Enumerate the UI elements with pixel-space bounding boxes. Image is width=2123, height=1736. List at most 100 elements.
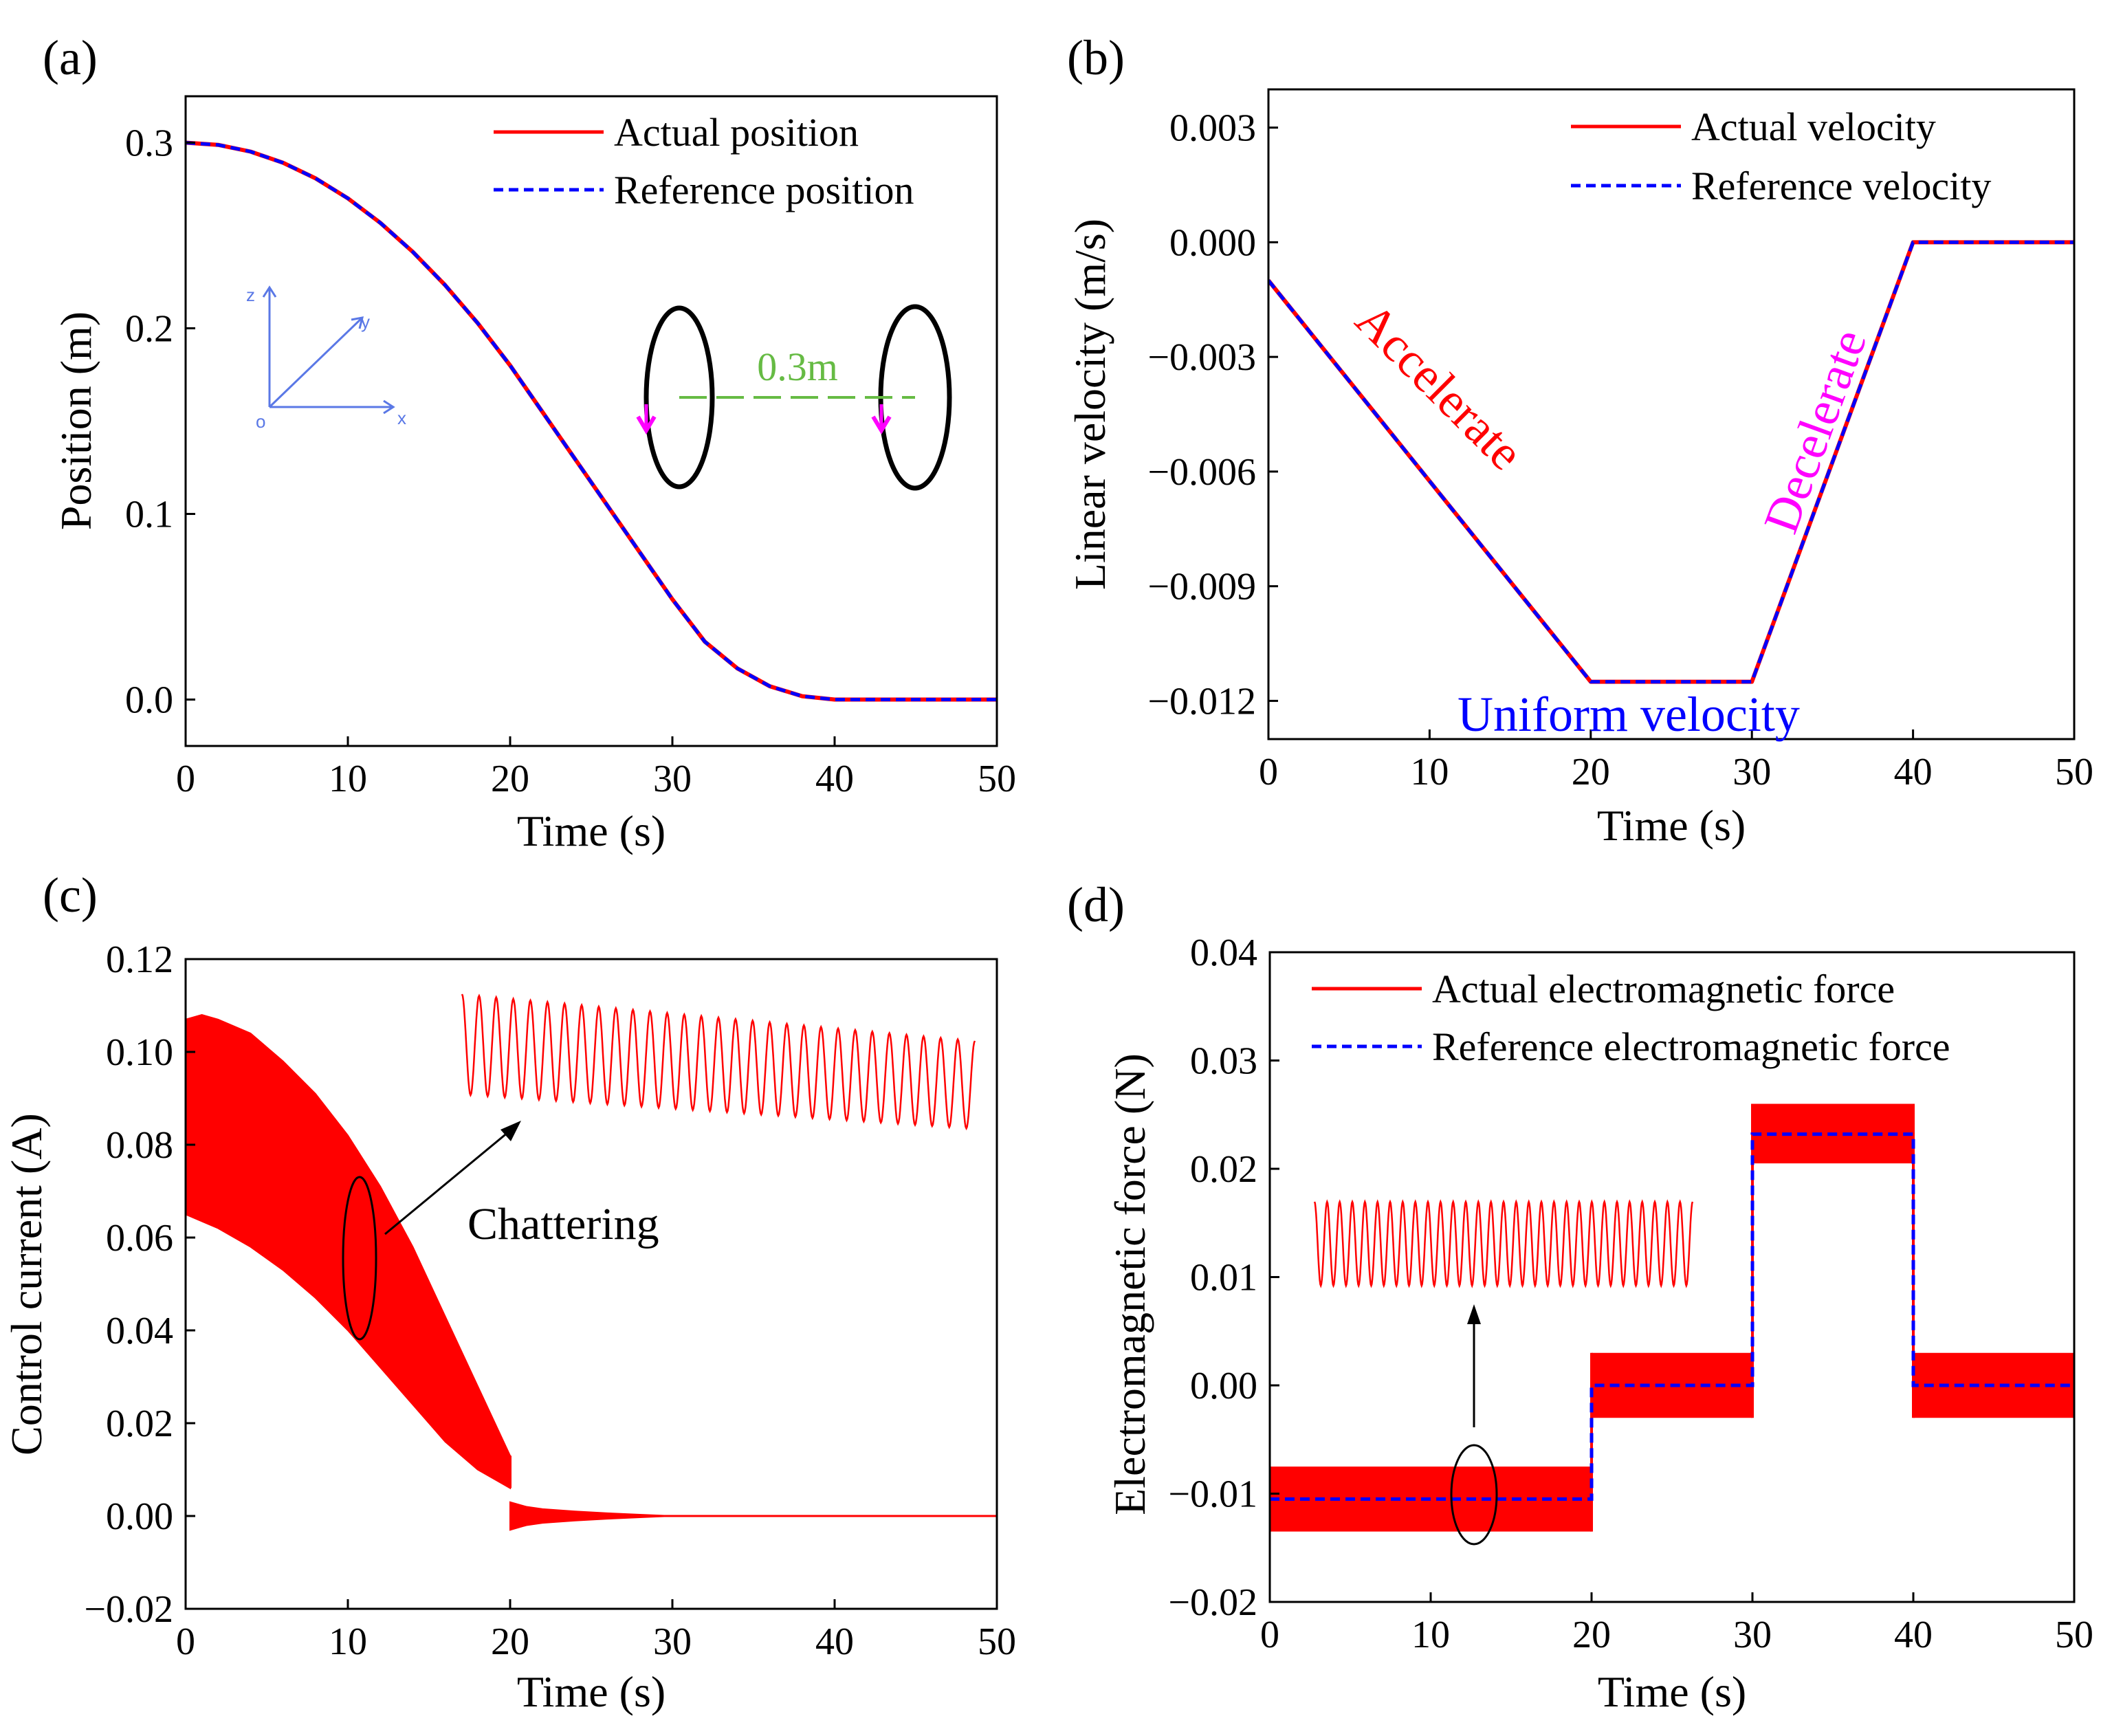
y-tick-label-b-4: −0.009 <box>1147 566 1256 608</box>
legend-b: Actual velocity Reference velocity <box>1571 105 1991 208</box>
chattering-highlight-ellipse <box>342 1176 377 1341</box>
plot-frame-b <box>1267 88 2076 740</box>
y-tick-label-b-0: 0.003 <box>1169 107 1256 150</box>
legend-a: Actual position Reference position <box>494 110 914 212</box>
panel-label-d: (d) <box>1067 877 1125 932</box>
legend-label-reference-force: Reference electromagnetic force <box>1432 1024 1950 1069</box>
series-b-reference <box>1268 240 2074 684</box>
force-arrow-head <box>1467 1304 1481 1324</box>
x-tick-label-a-0: 0 <box>176 758 195 800</box>
x-tick-label-d-3: 30 <box>1733 1614 1772 1656</box>
chattering-zoom-waveform-c <box>461 993 976 1131</box>
x-tick-label-a-1: 10 <box>329 758 367 800</box>
coil-distance-label: 0.3m <box>757 344 838 389</box>
legend-label-actual-force: Actual electromagnetic force <box>1432 967 1895 1011</box>
series-d-reference <box>1270 1132 2074 1501</box>
plot-frame-a <box>184 95 998 747</box>
legend-label-actual-position: Actual position <box>614 110 859 155</box>
y-tick-label-c-7: 0.12 <box>106 938 173 981</box>
y-tick-label-d-1: −0.01 <box>1168 1473 1257 1516</box>
y-tick-label-a-2: 0.2 <box>125 308 173 351</box>
y-tick-label-d-0: −0.02 <box>1168 1581 1257 1624</box>
legend-label-actual-velocity: Actual velocity <box>1691 105 1936 149</box>
legend-label-reference-position: Reference position <box>614 168 914 212</box>
plot-frame-c <box>184 958 998 1610</box>
force-zoom-inset <box>1313 1199 1694 1288</box>
x-tick-label-c-4: 40 <box>815 1620 854 1663</box>
legend-label-reference-velocity: Reference velocity <box>1691 164 1991 208</box>
panel-label-a: (a) <box>43 30 98 85</box>
series-a-reference <box>186 141 997 701</box>
y-tick-label-d-4: 0.02 <box>1190 1148 1257 1191</box>
x-tick-label-c-0: 0 <box>176 1620 195 1663</box>
inset-label-y: y <box>361 311 370 332</box>
x-tick-label-b-0: 0 <box>1259 751 1278 793</box>
x-tick-label-d-5: 50 <box>2055 1614 2093 1656</box>
coordinate-axes-inset <box>262 285 395 415</box>
x-tick-label-c-1: 10 <box>329 1620 367 1663</box>
inset-z-arrowhead <box>262 285 277 298</box>
panel-label-c: (c) <box>43 868 98 923</box>
x-tick-label-d-4: 40 <box>1894 1614 1933 1656</box>
x-tick-label-b-5: 50 <box>2055 751 2093 793</box>
x-tick-label-c-2: 20 <box>491 1620 529 1663</box>
y-tick-label-c-4: 0.06 <box>106 1217 173 1260</box>
x-axis-title-c: Time (s) <box>517 1667 666 1716</box>
panel-label-b: (b) <box>1067 30 1125 85</box>
y-tick-label-a-0: 0.0 <box>125 679 173 722</box>
y-tick-label-d-5: 0.03 <box>1190 1040 1257 1083</box>
x-axis-title-d: Time (s) <box>1598 1667 1746 1716</box>
y-tick-label-c-2: 0.02 <box>106 1403 173 1445</box>
x-tick-label-b-4: 40 <box>1894 751 1933 793</box>
series-c-chattering-band <box>186 1013 511 1490</box>
y-axis-title-b: Linear velocity (m/s) <box>1066 219 1114 590</box>
inset-label-o: o <box>256 411 265 432</box>
annotation-accelerate: Accelerate <box>1345 292 1534 481</box>
y-tick-label-b-2: −0.003 <box>1147 336 1256 379</box>
coil-left <box>644 305 715 490</box>
x-tick-label-b-3: 30 <box>1732 751 1771 793</box>
x-tick-label-a-5: 50 <box>978 758 1016 800</box>
y-tick-label-c-3: 0.04 <box>106 1310 173 1352</box>
x-tick-label-d-1: 10 <box>1411 1614 1450 1656</box>
panel-a: (a) 0 10 20 30 40 50 0.0 0.1 0.2 0.3 Time (s) Pos… <box>43 30 1016 855</box>
annotation-uniform-velocity: Uniform velocity <box>1458 687 1800 742</box>
inset-y-arrowhead <box>351 316 364 329</box>
x-tick-label-b-1: 10 <box>1410 751 1449 793</box>
x-axis-title-a: Time (s) <box>517 806 666 855</box>
x-tick-label-d-0: 0 <box>1260 1614 1279 1656</box>
y-tick-label-c-0: −0.02 <box>84 1588 173 1631</box>
panel-d: (d) 0 10 20 30 40 50 −0.02 −0.01 0.00 0.01 0.02 0.0… <box>1067 877 2093 1716</box>
annotation-chattering: Chattering <box>468 1199 659 1249</box>
inset-label-x: x <box>397 408 406 428</box>
y-axis-title-c: Control current (A) <box>2 1113 51 1455</box>
inset-x-arrowhead <box>383 399 395 415</box>
chattering-zoom-waveform-d <box>1313 1199 1694 1288</box>
legend-d: Actual electromagnetic force Reference e… <box>1312 967 1950 1069</box>
y-tick-label-d-3: 0.01 <box>1190 1257 1257 1299</box>
x-tick-label-d-2: 20 <box>1572 1614 1611 1656</box>
force-highlight-ellipse <box>1450 1444 1498 1546</box>
annotation-decelerate: Decelerate <box>1753 322 1877 540</box>
coil-left-arrow <box>636 415 657 435</box>
y-tick-label-b-1: 0.000 <box>1169 221 1256 264</box>
y-axis-title-a: Position (m) <box>52 311 100 530</box>
chattering-arrow-line <box>384 1128 513 1235</box>
y-tick-label-d-2: 0.00 <box>1190 1365 1257 1407</box>
inset-y-axis <box>268 316 364 408</box>
x-axis-title-b: Time (s) <box>1597 801 1746 850</box>
inset-label-z: z <box>246 285 255 305</box>
chattering-arrow-head <box>500 1121 521 1141</box>
y-tick-label-a-1: 0.1 <box>125 494 173 536</box>
coil-diagram-inset: 0.3m <box>636 304 952 491</box>
y-tick-label-d-6: 0.04 <box>1190 932 1257 974</box>
coil-right-arrow <box>871 415 892 435</box>
x-tick-label-a-4: 40 <box>815 758 854 800</box>
panel-c: (c) 0 10 20 30 40 50 −0.02 0.00 0.02 0.04 0.06 0.08… <box>2 868 1016 1716</box>
x-tick-label-a-3: 30 <box>653 758 692 800</box>
chattering-zoom-inset <box>461 993 976 1131</box>
x-tick-label-c-5: 50 <box>978 1620 1016 1663</box>
y-tick-label-c-1: 0.00 <box>106 1495 173 1538</box>
x-tick-label-b-2: 20 <box>1572 751 1610 793</box>
